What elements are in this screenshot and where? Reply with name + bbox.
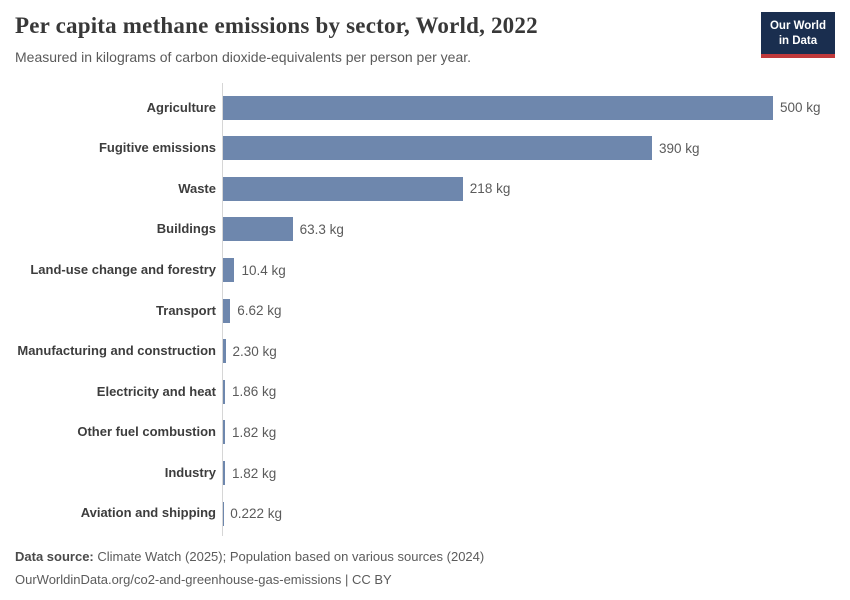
bar[interactable]: [223, 176, 463, 201]
category-label: Agriculture: [146, 99, 216, 115]
chart-row: Waste 218 kg: [15, 169, 835, 210]
category-label: Buildings: [156, 221, 216, 237]
bar-cell: 0.222 kg: [222, 493, 835, 534]
bar-chart: Agriculture 500 kg Fugitive emissions 39…: [15, 83, 835, 536]
bar-cell: 218 kg: [222, 169, 835, 210]
bar[interactable]: [223, 339, 226, 364]
owid-logo-line2: in Data: [778, 34, 818, 47]
chart-row: Transport 6.62 kg: [15, 290, 835, 331]
category-label: Fugitive emissions: [98, 140, 216, 156]
value-label: 1.86 kg: [232, 384, 277, 400]
chart-subtitle: Measured in kilograms of carbon dioxide-…: [15, 48, 472, 65]
value-label: 1.82 kg: [232, 424, 277, 440]
bar[interactable]: [223, 217, 293, 242]
category-label: Aviation and shipping: [80, 505, 216, 521]
chart-row: Manufacturing and construction 2.30 kg: [15, 331, 835, 372]
chart-row: Aviation and shipping 0.222 kg: [15, 493, 835, 534]
bar-cell: 1.82 kg: [222, 412, 835, 453]
bar[interactable]: [223, 379, 226, 404]
page-title: Per capita methane emissions by sector, …: [15, 13, 538, 38]
value-label: 1.82 kg: [232, 465, 277, 481]
attribution-line: OurWorldinData.org/co2-and-greenhouse-ga…: [15, 571, 392, 587]
chart-row: Agriculture 500 kg: [15, 87, 835, 128]
value-label: 500 kg: [780, 100, 821, 116]
category-label: Land-use change and forestry: [30, 261, 216, 277]
data-source-text: Climate Watch (2025); Population based o…: [97, 548, 485, 564]
bar[interactable]: [223, 420, 225, 445]
bar[interactable]: [223, 461, 225, 486]
data-source-line: Data source: Climate Watch (2025); Popul…: [15, 549, 835, 565]
category-label: Other fuel combustion: [77, 424, 216, 440]
bar[interactable]: [223, 136, 652, 161]
owid-logo: Our World in Data: [760, 12, 835, 58]
category-label: Transport: [156, 302, 216, 318]
chart-footer: Data source: Climate Watch (2025); Popul…: [15, 549, 835, 587]
value-label: 390 kg: [659, 140, 700, 156]
bar-cell: 500 kg: [222, 87, 835, 128]
bar-cell: 6.62 kg: [222, 290, 835, 331]
bar[interactable]: [223, 258, 235, 283]
heading-block: Per capita methane emissions by sector, …: [15, 12, 538, 65]
chart-row: Fugitive emissions 390 kg: [15, 128, 835, 169]
chart-row: Electricity and heat 1.86 kg: [15, 372, 835, 413]
value-label: 0.222 kg: [230, 506, 283, 522]
bar-cell: 10.4 kg: [222, 250, 835, 291]
y-axis-line: [222, 83, 223, 536]
category-label: Electricity and heat: [96, 383, 216, 399]
chart-row: Other fuel combustion 1.82 kg: [15, 412, 835, 453]
bar[interactable]: [223, 298, 231, 323]
value-label: 63.3 kg: [299, 221, 344, 237]
chart-header: Per capita methane emissions by sector, …: [15, 12, 835, 65]
chart-row: Industry 1.82 kg: [15, 453, 835, 494]
category-label: Manufacturing and construction: [17, 343, 216, 359]
category-label: Industry: [164, 464, 216, 480]
bar-cell: 2.30 kg: [222, 331, 835, 372]
data-source-label: Data source:: [15, 548, 94, 564]
chart-rows: Agriculture 500 kg Fugitive emissions 39…: [15, 87, 835, 534]
bar-cell: 63.3 kg: [222, 209, 835, 250]
value-label: 2.30 kg: [232, 343, 277, 359]
category-label: Waste: [178, 180, 216, 196]
bar-cell: 1.82 kg: [222, 453, 835, 494]
value-label: 10.4 kg: [241, 262, 286, 278]
chart-row: Land-use change and forestry 10.4 kg: [15, 250, 835, 291]
owid-logo-line1: Our World: [769, 20, 826, 32]
bar-cell: 390 kg: [222, 128, 835, 169]
value-label: 6.62 kg: [237, 303, 282, 319]
bar[interactable]: [223, 95, 773, 120]
chart-row: Buildings 63.3 kg: [15, 209, 835, 250]
value-label: 218 kg: [469, 181, 511, 197]
bar-cell: 1.86 kg: [222, 372, 835, 413]
